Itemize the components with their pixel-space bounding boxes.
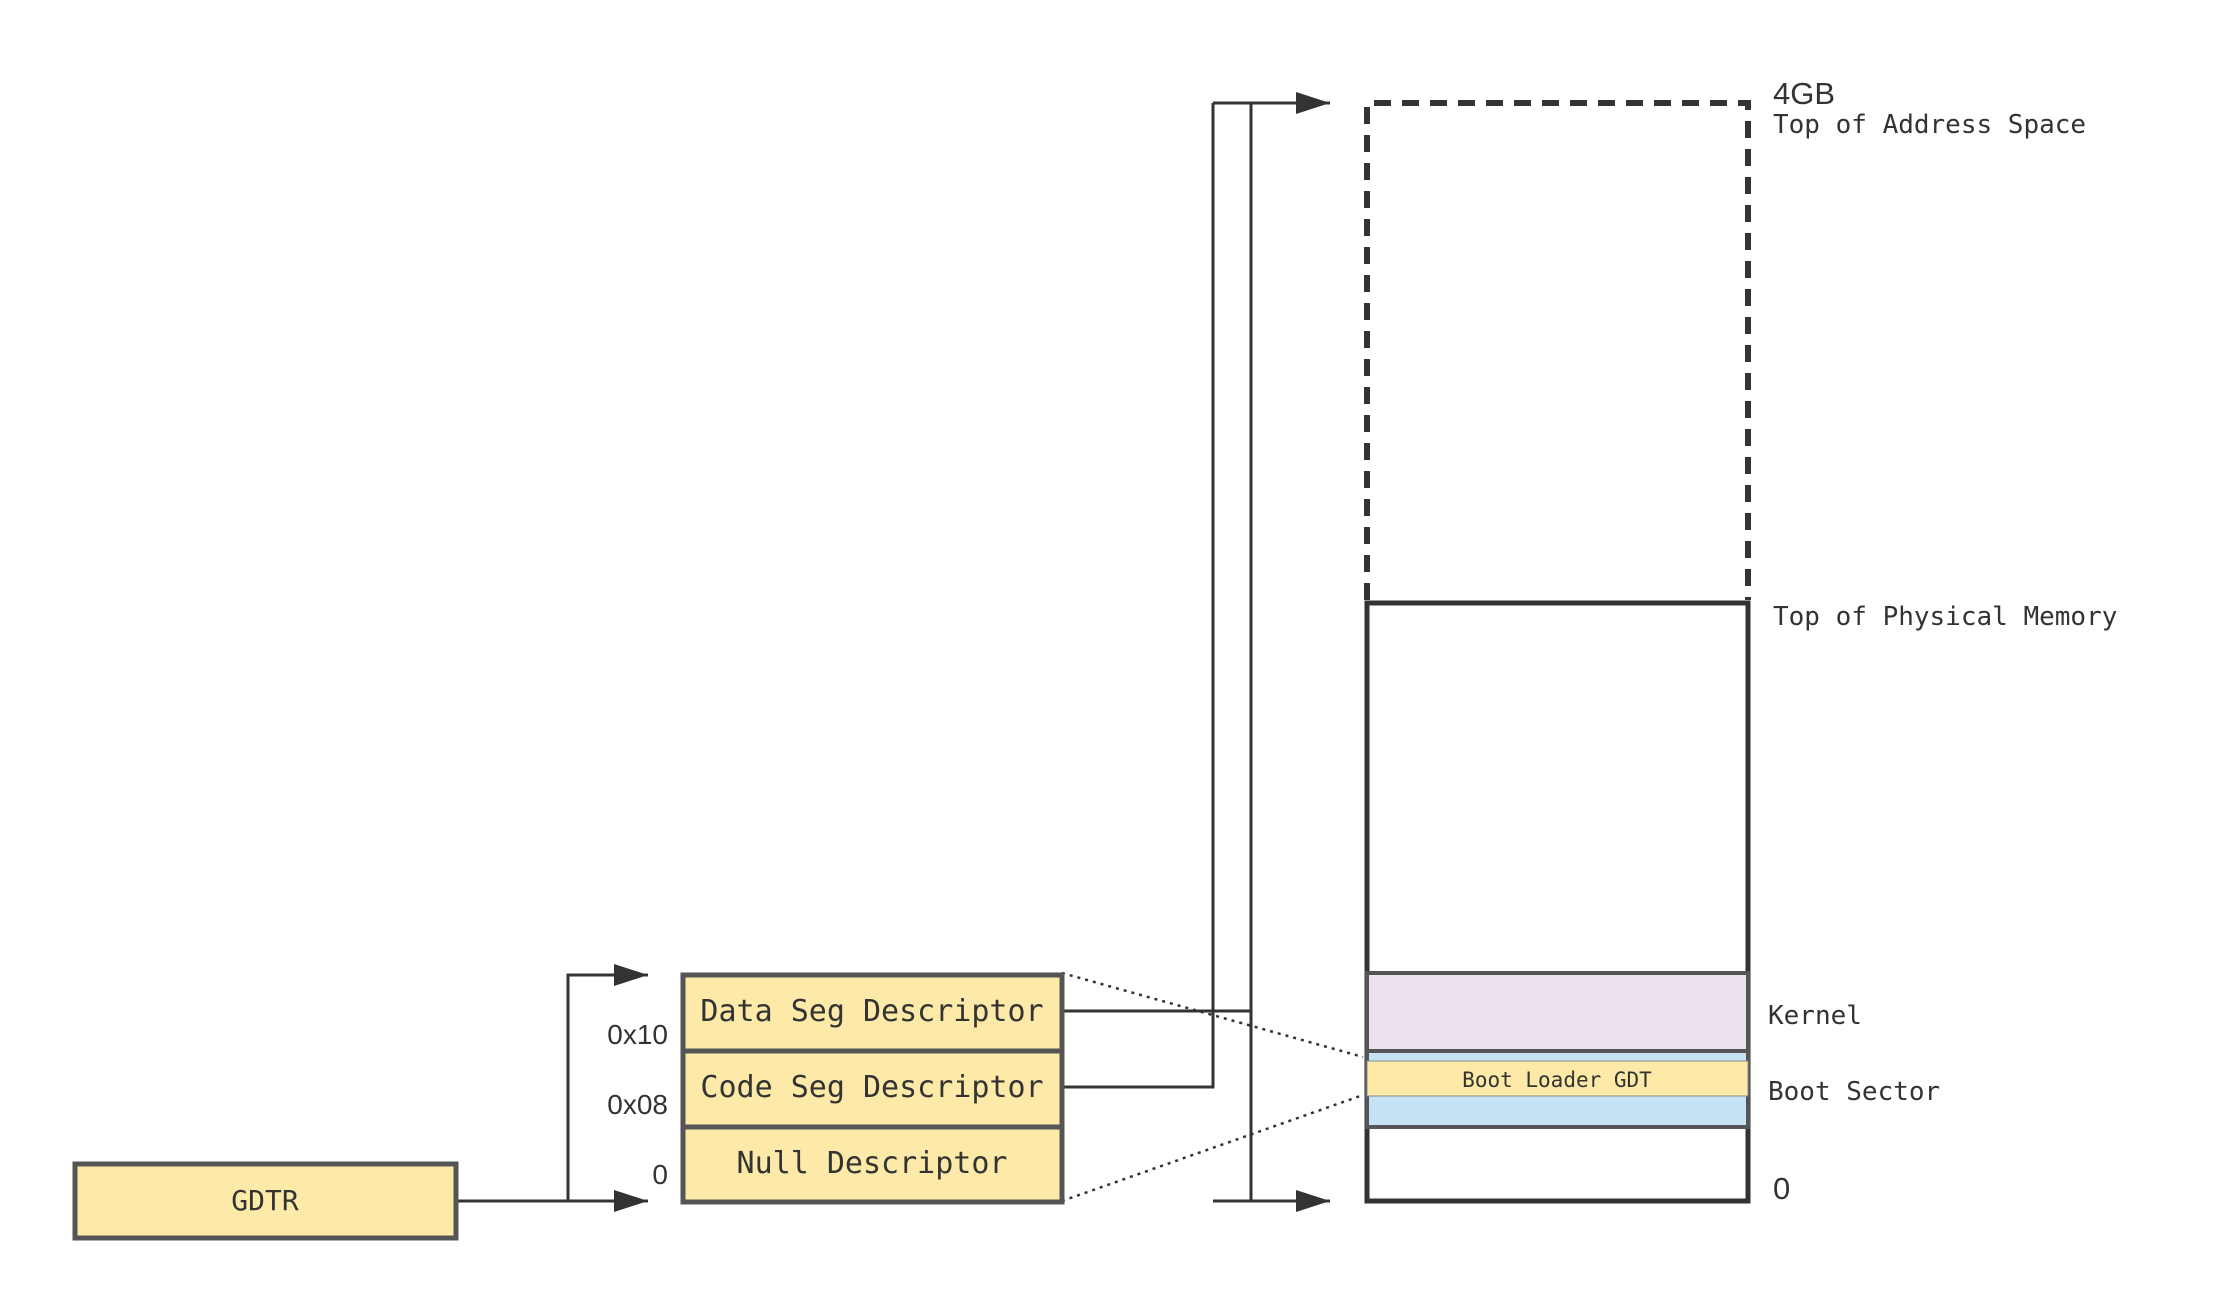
zoom-lines xyxy=(1061,971,1364,1203)
memory-labels: 4GB Top of Address Space Top of Physical… xyxy=(1768,76,2117,1206)
gdtr-to-data-arrow xyxy=(566,964,648,1201)
connectors xyxy=(456,92,1330,1212)
address-space: Boot Loader GDT xyxy=(1364,100,1751,1204)
top-physical-memory-label: Top of Physical Memory xyxy=(1773,602,2117,632)
gdtr-box xyxy=(72,1161,459,1241)
unmapped-region xyxy=(1364,100,1751,600)
code-seg-link xyxy=(1062,103,1215,1089)
gdt-table: Data Seg Descriptor Code Seg Descriptor … xyxy=(607,972,1065,1205)
gdt-offset-data: 0x10 xyxy=(607,1019,668,1050)
gdt-entry-null-label: Null Descriptor xyxy=(737,1146,1008,1181)
bottom-zero-label: 0 xyxy=(1773,1171,1790,1206)
gdt-entry-data xyxy=(680,972,1065,1054)
gdt-entry-data-label: Data Seg Descriptor xyxy=(700,994,1043,1029)
gdt-entry-code-label: Code Seg Descriptor xyxy=(700,1070,1043,1105)
zoom-line-bottom xyxy=(1061,1093,1364,1203)
top-4gb-label: 4GB xyxy=(1773,76,1835,111)
boot-loader-gdt-label: Boot Loader GDT xyxy=(1462,1068,1652,1092)
boot-loader-gdt-region xyxy=(1366,1060,1749,1097)
data-seg-link xyxy=(1062,103,1253,1013)
boot-sector-label: Boot Sector xyxy=(1768,1077,1940,1107)
kernel-label: Kernel xyxy=(1768,1001,1862,1031)
kernel-region xyxy=(1365,971,1750,1053)
gdt-offset-code: 0x08 xyxy=(607,1089,668,1120)
gdt-offset-null: 0 xyxy=(652,1159,668,1190)
gdtr-label: GDTR xyxy=(231,1184,299,1217)
gdt-entry-null xyxy=(680,1124,1065,1205)
top-address-space-label: Top of Address Space xyxy=(1773,110,2086,140)
